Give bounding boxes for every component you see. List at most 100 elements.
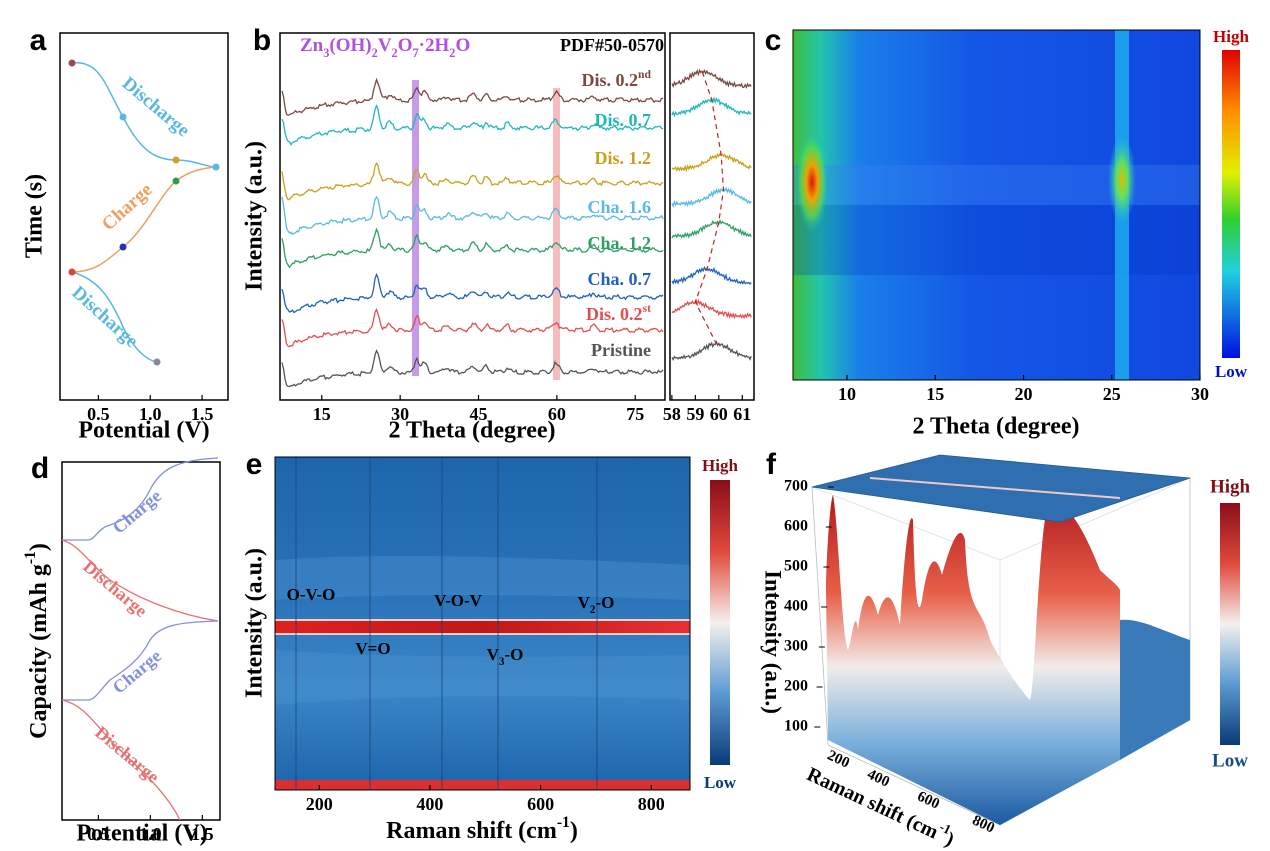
colorbar xyxy=(710,480,730,765)
text-part: O xyxy=(398,35,413,56)
curve-label: Discharge xyxy=(68,282,142,352)
highlight xyxy=(553,88,560,380)
curve-label: Charge xyxy=(109,646,166,698)
xrd-curve xyxy=(281,77,664,117)
xrd-curve xyxy=(281,227,664,269)
colorbar-label: High xyxy=(1210,476,1251,497)
xrd-inset-curve xyxy=(671,265,752,286)
panel-label: b xyxy=(253,24,271,57)
text-part: V xyxy=(578,593,591,612)
text-part: -O xyxy=(504,645,523,664)
curve-label: Discharge xyxy=(118,73,194,141)
reference-label: PDF#50-0570 xyxy=(560,35,664,55)
x-tick-label: 1.5 xyxy=(191,824,214,844)
x-tick-label: 20 xyxy=(1015,384,1033,404)
x-tick-label: 30 xyxy=(391,404,409,424)
x-tick-label: 25 xyxy=(1103,384,1121,404)
surface-3d xyxy=(811,454,1191,826)
legend-label: Cha. 1.6 xyxy=(587,197,651,217)
z-axis-label: Intensity (a.u.) xyxy=(761,570,786,714)
panel-label: c xyxy=(765,24,782,57)
z-tick-label: 100 xyxy=(784,718,808,735)
panel-label: d xyxy=(31,452,49,485)
text-part: V xyxy=(378,35,392,56)
curve-label: Charge xyxy=(98,179,157,235)
xrd-inset-curve xyxy=(671,218,752,239)
text-part: Raman shift (cm xyxy=(386,818,557,844)
text-part: O xyxy=(455,35,470,56)
curve-label: Discharge xyxy=(79,556,151,621)
x-tick-label: 1.0 xyxy=(139,824,162,844)
xrd-inset-curve xyxy=(671,298,752,320)
text-part: -1 xyxy=(557,814,570,831)
z-tick-label: 500 xyxy=(784,558,808,575)
curve xyxy=(71,62,217,168)
colorbar-label: Low xyxy=(704,773,737,792)
text-part: V xyxy=(487,645,500,664)
curve-label: Charge xyxy=(109,486,166,538)
text-part: Capacity (mAh g xyxy=(26,564,52,739)
x-tick-label: 400 xyxy=(865,766,892,790)
text-part: 3 xyxy=(499,656,505,668)
x-tick-label: 600 xyxy=(527,794,554,814)
peak-label: V-O-V xyxy=(434,591,483,610)
colorbar xyxy=(1222,50,1240,358)
text-part: Zn xyxy=(300,35,324,56)
colorbar xyxy=(1220,503,1240,745)
text-part: Dis. 0.2 xyxy=(586,304,643,324)
colorbar-label: Low xyxy=(1215,362,1248,381)
xrd-inset-curve xyxy=(671,152,752,173)
curve xyxy=(61,699,181,821)
text-part: st xyxy=(643,302,652,315)
curve xyxy=(61,539,219,622)
panel-label: e xyxy=(246,448,263,481)
text-part: 2 xyxy=(449,46,455,60)
y-axis-label: Intensity (a.u.) xyxy=(242,141,268,291)
text-part: ) xyxy=(26,543,52,551)
text-part: 7 xyxy=(413,46,419,60)
highlight xyxy=(412,80,419,376)
text-part: -O xyxy=(595,593,614,612)
text-part: 2 xyxy=(372,46,378,60)
curve-label: Discharge xyxy=(91,722,163,787)
x-tick-label: 10 xyxy=(838,384,856,404)
colorbar-label: High xyxy=(1213,27,1249,46)
x-tick-label: 0.5 xyxy=(87,824,110,844)
panel-label: f xyxy=(766,448,777,481)
frame xyxy=(59,32,229,401)
x-tick-label: 1.0 xyxy=(139,404,162,424)
x-tick-label: 15 xyxy=(926,384,944,404)
peak-label: O-V-O xyxy=(287,585,336,604)
curve xyxy=(71,271,158,363)
x-axis-label: Potential (V) xyxy=(78,418,209,444)
x-tick-label: 200 xyxy=(306,794,333,814)
x-tick-label: 200 xyxy=(825,747,852,771)
x-axis-label: Raman shift (cm-1) xyxy=(386,814,578,843)
text-part: ) xyxy=(570,818,578,844)
x-tick-label: 60 xyxy=(548,404,566,424)
curve xyxy=(62,620,219,701)
heatmap xyxy=(792,29,1201,381)
y-axis-label: Time (s) xyxy=(22,174,48,258)
text-part: 3 xyxy=(323,46,329,60)
text-part: 2 xyxy=(392,46,398,60)
xrd-inset-curve xyxy=(671,340,752,362)
x-tick-label: 60 xyxy=(710,404,728,424)
xrd-curve xyxy=(281,272,664,314)
text-part: 2 xyxy=(590,604,596,616)
xrd-curve xyxy=(281,195,664,236)
frame xyxy=(669,32,755,401)
legend-label: Pristine xyxy=(591,340,651,360)
x-tick-label: 61 xyxy=(733,404,751,424)
peak-label: V3-O xyxy=(487,645,524,668)
z-tick-label: 200 xyxy=(784,678,808,695)
legend-label: Cha. 1.2 xyxy=(587,233,651,253)
text-part: nd xyxy=(638,68,652,81)
xrd-curve xyxy=(281,104,664,146)
legend-label: Dis. 0.2nd xyxy=(581,68,651,90)
dots xyxy=(68,59,220,366)
x-tick-label: 59 xyxy=(686,404,704,424)
z-tick-label: 400 xyxy=(784,598,808,615)
legend-label: Dis. 0.7 xyxy=(594,110,651,130)
